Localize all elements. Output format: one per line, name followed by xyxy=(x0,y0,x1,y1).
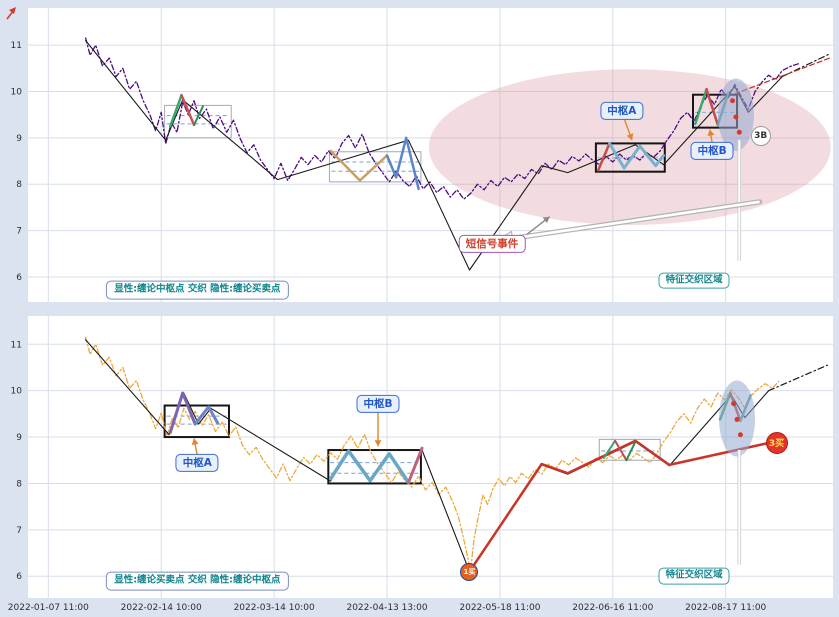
projection-black-bottom xyxy=(767,364,829,392)
stroke-red-b1 xyxy=(614,439,628,462)
y-tick-label: 7 xyxy=(16,227,22,237)
y-tick-label: 9 xyxy=(16,433,22,443)
stroke-red-3 xyxy=(705,87,720,127)
stroke-red-2 xyxy=(596,142,611,172)
stroke-green-1 xyxy=(169,93,183,128)
stroke-slate-b xyxy=(193,405,220,426)
signal-dot xyxy=(734,416,740,422)
projection-red-top xyxy=(734,57,831,95)
x-tick-label: 2022-02-14 10:00 xyxy=(121,603,202,613)
x-tick-label: 2022-01-07 11:00 xyxy=(8,603,89,613)
y-tick-label: 8 xyxy=(16,479,22,489)
bottom-panel: 6 7 8 9 10 11 xyxy=(11,316,833,598)
x-tick-label: 2022-08-17 11:00 xyxy=(685,603,766,613)
pivot-box-b-bottom xyxy=(327,449,422,485)
y-tick-label: 8 xyxy=(16,180,22,190)
stroke-red-1 xyxy=(180,93,196,127)
y-tick-label: 6 xyxy=(16,572,22,582)
stroke-green-b2 xyxy=(625,440,637,462)
x-tick-label: 2022-04-13 13:00 xyxy=(346,603,427,613)
gridlines xyxy=(28,8,833,302)
signal-dot xyxy=(730,98,736,104)
pivot-box-1 xyxy=(164,104,232,139)
stroke-green-2 xyxy=(193,105,204,126)
panel-background xyxy=(28,316,833,598)
price-line-top xyxy=(84,37,800,200)
y-tick-label: 6 xyxy=(16,273,22,283)
stroke-green-3 xyxy=(694,87,708,126)
buy-trend-line-red xyxy=(468,439,776,573)
stroke-teal-b1 xyxy=(328,449,411,485)
pivot-box-a-bottom xyxy=(163,404,230,439)
signal-dot xyxy=(736,129,742,135)
stroke-tan-1 xyxy=(329,149,389,182)
y-tick-label: 10 xyxy=(11,87,23,97)
signal-dot xyxy=(731,401,737,407)
x-tick-label: 2022-06-16 11:00 xyxy=(572,603,653,613)
stroke-rose-b xyxy=(407,446,424,484)
x-tick-label: 2022-03-14 10:00 xyxy=(234,603,315,613)
pivot-box-a-top xyxy=(594,142,666,173)
y-tick-label: 11 xyxy=(11,41,22,51)
y-tick-label: 9 xyxy=(16,134,22,144)
x-tick-label: 2022-05-18 11:00 xyxy=(459,603,540,613)
corner-marker-icon xyxy=(6,7,16,20)
stroke-teal-1 xyxy=(608,141,666,170)
stroke-blue-1 xyxy=(385,136,420,191)
y-tick-label: 10 xyxy=(11,387,23,397)
y-tick-label: 11 xyxy=(11,340,22,350)
gridlines xyxy=(28,316,833,598)
y-tick-label: 7 xyxy=(16,526,22,536)
stroke-green-b1 xyxy=(602,439,617,459)
signal-dot xyxy=(737,432,743,438)
stroke-purple-b xyxy=(168,391,197,434)
top-panel: 6 7 8 9 10 11 xyxy=(11,8,833,302)
signal-dot xyxy=(733,114,739,120)
